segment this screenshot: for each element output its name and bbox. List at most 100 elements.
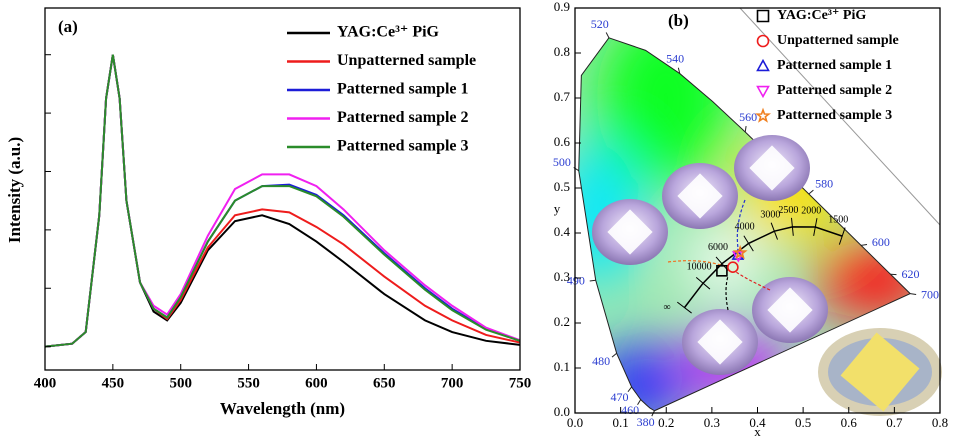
y-tick-label: 0.3 — [554, 269, 570, 284]
x-tick-label: 0.0 — [567, 415, 583, 430]
x-tick-label: 650 — [373, 375, 396, 391]
wavelength-label: 580 — [815, 177, 833, 191]
legend-marker — [756, 9, 770, 23]
wavelength-label: 460 — [621, 403, 639, 417]
wavelength-label: 560 — [739, 110, 757, 124]
spectral-locus — [578, 37, 912, 412]
x-tick-label: 0.4 — [749, 415, 766, 430]
x-tick-label: 700 — [441, 375, 464, 391]
wavelength-label: 600 — [872, 235, 890, 249]
cct-label: 4000 — [735, 222, 755, 233]
locus-tick — [605, 32, 610, 39]
y-tick-label: 0.0 — [554, 404, 570, 419]
isotherm — [715, 256, 729, 271]
x-tick-label: 0.7 — [886, 415, 903, 430]
wavelength-label: 540 — [666, 52, 684, 66]
legend-label: YAG:Ce³⁺ PiG — [337, 24, 440, 41]
wavelength-label: 500 — [553, 155, 571, 169]
isotherm — [770, 222, 778, 240]
cct-label: ∞ — [663, 302, 670, 313]
panel-label: (a) — [58, 17, 78, 36]
legend-label: Patterned sample 1 — [337, 81, 469, 98]
isotherm — [791, 217, 794, 236]
legend-marker — [756, 85, 770, 99]
x-tick-label: 450 — [102, 375, 125, 391]
wavelength-label: 490 — [567, 274, 585, 288]
locus-tick — [860, 244, 868, 246]
y-tick-label: 0.2 — [554, 314, 570, 329]
wavelength-label: 380 — [637, 415, 655, 429]
legend-label: Patterned sample 3 — [337, 138, 469, 155]
x-axis-label: x — [754, 424, 761, 439]
locus-tick — [677, 67, 681, 74]
locus-tick — [589, 279, 596, 282]
wavelength-label: 620 — [901, 267, 919, 281]
wavelength-label: 700 — [921, 288, 939, 302]
x-tick-label: 750 — [509, 375, 532, 391]
wavelength-label: 470 — [610, 390, 628, 404]
led-photos — [592, 135, 942, 416]
plot-frame — [44, 7, 521, 371]
y-tick-label: 0.1 — [554, 359, 570, 374]
marker — [716, 265, 728, 277]
y-tick-label: 0.8 — [554, 44, 570, 59]
x-tick-label: 0.5 — [795, 415, 811, 430]
isotherm — [743, 235, 754, 252]
legend-label: Patterned sample 2 — [337, 109, 469, 126]
marker — [727, 261, 739, 274]
x-tick-label: 600 — [305, 375, 328, 391]
y-axis-label: y — [554, 201, 561, 216]
wavelength-label: 520 — [591, 17, 609, 31]
y-tick-label: 0.5 — [554, 179, 570, 194]
cct-label: 3000 — [760, 209, 780, 220]
locus-tick — [910, 293, 917, 296]
locus-tick — [744, 125, 747, 133]
isotherm — [676, 301, 692, 314]
planckian-locus — [683, 226, 843, 309]
locus-tick — [627, 386, 633, 393]
locus-tick — [611, 352, 617, 358]
locus-tick — [637, 399, 642, 405]
y-axis-label: Intensity (a.u.) — [5, 137, 24, 243]
x-tick-label: 0.8 — [932, 415, 948, 430]
x-tick-label: 550 — [237, 375, 260, 391]
isotherm — [838, 227, 846, 245]
legend-marker — [756, 58, 770, 72]
x-tick-label: 0.6 — [841, 415, 858, 430]
x-axis-label: Wavelength (nm) — [220, 399, 345, 418]
isotherm — [695, 276, 711, 290]
legend-label: Patterned sample 3 — [777, 108, 892, 123]
legend-label: Patterned sample 2 — [777, 83, 892, 98]
cct-label: 6000 — [708, 242, 728, 253]
legend-label: Unpatterned sample — [777, 33, 899, 48]
y-tick-label: 0.7 — [554, 89, 571, 104]
cct-label: 1500 — [828, 214, 848, 225]
isotherm — [813, 218, 818, 236]
arrows — [667, 199, 771, 311]
legend-marker — [756, 34, 770, 48]
guide-line — [739, 7, 941, 226]
x-tick-label: 0.2 — [658, 415, 674, 430]
panel-label: (b) — [668, 11, 689, 30]
legend-marker — [754, 107, 772, 123]
y-tick-label: 0.6 — [554, 134, 571, 149]
wavelength-label: 480 — [592, 354, 610, 368]
cct-label: 2500 — [778, 205, 798, 216]
x-tick-label: 500 — [169, 375, 192, 391]
x-tick-label: 0.1 — [613, 415, 629, 430]
locus-tick — [808, 189, 814, 195]
marker — [732, 244, 748, 260]
points: YAG:Ce³⁺ PiG Unpatterned sample Patterned … — [716, 8, 899, 277]
legend-label: YAG:Ce³⁺ PiG — [777, 8, 866, 23]
x-tick-label: 400 — [34, 375, 57, 391]
cct-label: 10000 — [687, 262, 712, 273]
spectrum-line — [44, 54, 521, 348]
legend-label: Patterned sample 1 — [777, 58, 892, 73]
x-tick-label: 0.3 — [704, 415, 720, 430]
y-tick-label: 0.9 — [554, 0, 570, 14]
spectrum-line — [44, 54, 521, 348]
legend-label: Unpatterned sample — [337, 52, 476, 69]
